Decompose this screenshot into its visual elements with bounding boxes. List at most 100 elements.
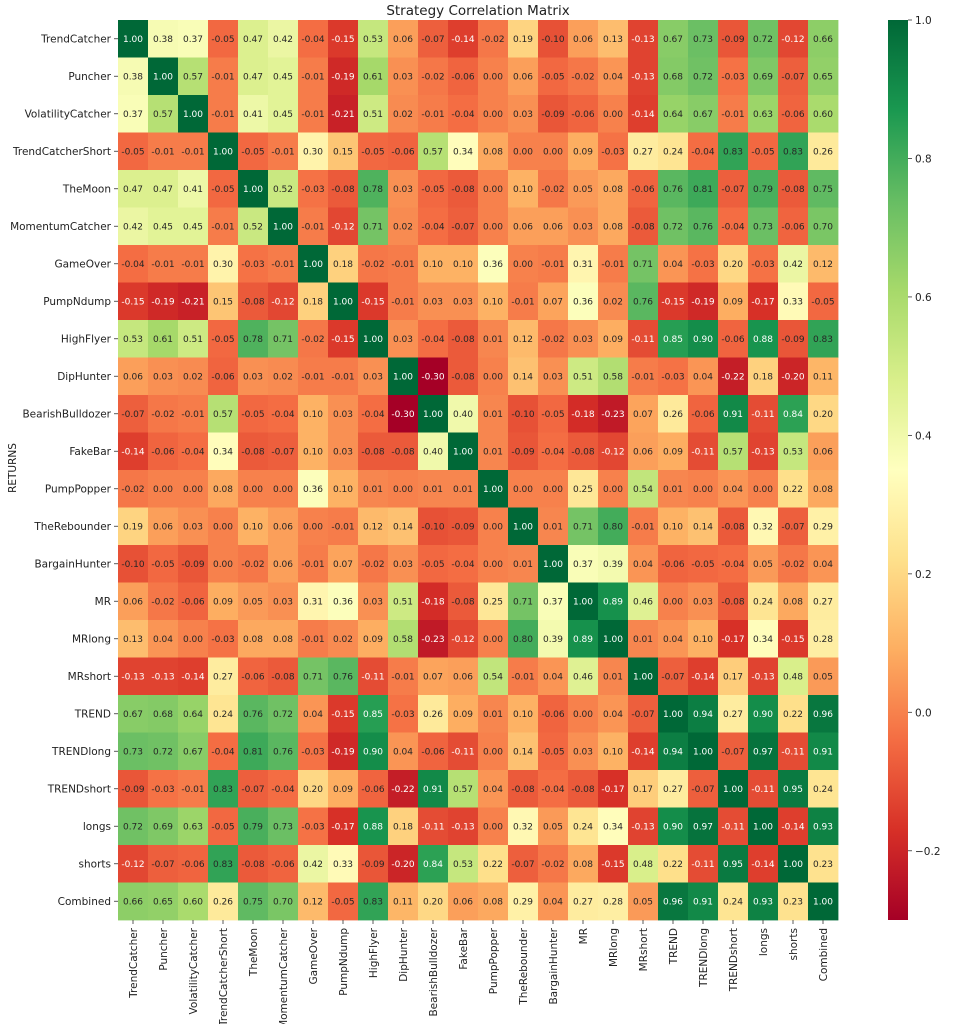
heatmap-cell bbox=[688, 882, 719, 921]
cell-value-label: 0.00 bbox=[543, 485, 563, 495]
heatmap-cell bbox=[808, 620, 839, 658]
heatmap-cell bbox=[148, 395, 179, 433]
cell-value-label: -0.19 bbox=[151, 297, 175, 307]
heatmap-cell bbox=[358, 657, 389, 696]
x-tick-label: TRENDshort bbox=[728, 928, 740, 992]
cell-value-label: 0.03 bbox=[273, 597, 293, 607]
heatmap-cell bbox=[748, 770, 779, 808]
heatmap-cell bbox=[328, 582, 359, 621]
cell-value-label: -0.02 bbox=[151, 597, 174, 607]
heatmap-cell bbox=[598, 207, 629, 246]
cell-value-label: 0.01 bbox=[603, 672, 623, 682]
cell-value-label: -0.13 bbox=[451, 822, 474, 832]
cell-value-label: -0.10 bbox=[541, 35, 565, 45]
cell-value-label: -0.15 bbox=[361, 297, 384, 307]
heatmap-cell bbox=[178, 657, 209, 696]
heatmap-cell bbox=[688, 245, 719, 283]
cell-value-label: 0.00 bbox=[513, 147, 533, 157]
cell-value-label: -0.04 bbox=[271, 785, 295, 795]
cell-value-label: 0.42 bbox=[123, 222, 143, 232]
cell-value-label: 0.03 bbox=[423, 297, 443, 307]
cell-value-label: 0.53 bbox=[363, 35, 383, 45]
cell-value-label: -0.03 bbox=[391, 710, 414, 720]
cell-value-label: 0.10 bbox=[693, 635, 713, 645]
heatmap-cell bbox=[118, 882, 149, 921]
cell-value-label: -0.01 bbox=[211, 222, 234, 232]
heatmap-cell bbox=[778, 320, 809, 358]
heatmap-cell bbox=[778, 507, 809, 546]
x-tick-label: BearishBulldozer bbox=[428, 927, 440, 1016]
heatmap-cell bbox=[118, 357, 149, 396]
cell-value-label: -0.17 bbox=[601, 785, 624, 795]
cell-value-label: 0.36 bbox=[333, 597, 353, 607]
heatmap-cell bbox=[448, 282, 479, 321]
heatmap-cell bbox=[538, 657, 569, 696]
heatmap-cell bbox=[718, 132, 749, 171]
heatmap-cell bbox=[628, 170, 659, 208]
heatmap-cell bbox=[418, 57, 449, 96]
cell-value-label: 0.04 bbox=[603, 72, 623, 82]
cell-value-label: -0.04 bbox=[541, 785, 565, 795]
heatmap-cell bbox=[178, 507, 209, 546]
cell-value-label: 0.28 bbox=[813, 635, 833, 645]
heatmap-cell bbox=[328, 845, 359, 883]
heatmap-cell bbox=[298, 207, 329, 246]
cell-value-label: -0.11 bbox=[751, 785, 774, 795]
x-tick-label: TheRebounder bbox=[518, 927, 530, 1005]
heatmap-cell bbox=[238, 132, 269, 171]
heatmap-cell bbox=[538, 770, 569, 808]
cell-value-label: 0.08 bbox=[273, 635, 293, 645]
heatmap-cell bbox=[148, 470, 179, 508]
heatmap-cell bbox=[448, 807, 479, 846]
heatmap-cell bbox=[358, 170, 389, 208]
heatmap-cell bbox=[568, 357, 599, 396]
cell-value-label: -0.07 bbox=[271, 447, 294, 457]
cell-value-label: 0.05 bbox=[753, 560, 773, 570]
cell-value-label: -0.03 bbox=[301, 747, 324, 757]
cell-value-label: -0.11 bbox=[421, 822, 444, 832]
heatmap-cell bbox=[598, 770, 629, 808]
heatmap-cell bbox=[418, 545, 449, 583]
cell-value-label: 0.06 bbox=[543, 222, 563, 232]
heatmap-cell bbox=[268, 132, 299, 171]
heatmap-cell bbox=[328, 95, 359, 133]
heatmap-cell bbox=[598, 732, 629, 771]
cell-value-label: 0.04 bbox=[723, 485, 743, 495]
cell-value-label: 0.38 bbox=[123, 72, 143, 82]
y-tick-label: MomentumCatcher bbox=[10, 221, 112, 233]
cell-value-label: 0.41 bbox=[243, 110, 263, 120]
heatmap-cell bbox=[178, 95, 209, 133]
heatmap-cell bbox=[778, 95, 809, 133]
heatmap-cell bbox=[568, 545, 599, 583]
cell-value-label: -0.22 bbox=[391, 785, 414, 795]
heatmap-cell bbox=[238, 845, 269, 883]
heatmap-cell bbox=[658, 432, 689, 471]
cell-value-label: -0.08 bbox=[781, 185, 805, 195]
cell-value-label: 0.23 bbox=[813, 860, 833, 870]
heatmap-cell bbox=[388, 657, 419, 696]
heatmap-cell bbox=[118, 770, 149, 808]
heatmap-cell bbox=[358, 282, 389, 321]
heatmap-cell bbox=[598, 20, 629, 58]
heatmap-cell bbox=[148, 207, 179, 246]
heatmap-cell bbox=[508, 507, 539, 546]
cell-value-label: 0.20 bbox=[813, 410, 833, 420]
heatmap-cell bbox=[748, 320, 779, 358]
cell-value-label: 0.47 bbox=[243, 72, 263, 82]
cell-value-label: 0.61 bbox=[363, 72, 383, 82]
cell-value-label: 0.24 bbox=[213, 710, 233, 720]
cell-value-label: -0.14 bbox=[631, 110, 655, 120]
heatmap-cell bbox=[628, 507, 659, 546]
cell-value-label: 0.10 bbox=[483, 297, 503, 307]
cell-value-label: 0.89 bbox=[603, 597, 623, 607]
cell-value-label: 0.10 bbox=[603, 747, 623, 757]
cell-value-label: -0.06 bbox=[661, 560, 685, 570]
heatmap-cell bbox=[358, 882, 389, 921]
heatmap-cell bbox=[538, 57, 569, 96]
heatmap-cell bbox=[478, 695, 509, 733]
cell-value-label: 0.00 bbox=[483, 822, 503, 832]
cell-value-label: 0.06 bbox=[513, 72, 533, 82]
cell-value-label: 0.05 bbox=[543, 822, 563, 832]
heatmap-cell bbox=[778, 620, 809, 658]
